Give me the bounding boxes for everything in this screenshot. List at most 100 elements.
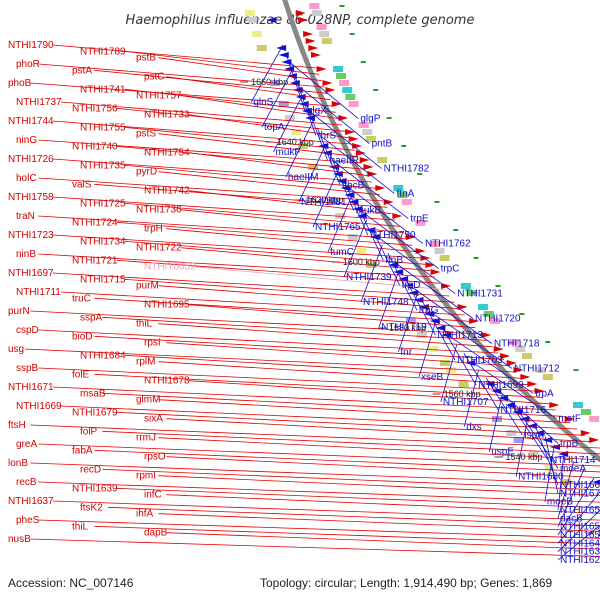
gene-label-left: bioD [72, 331, 93, 342]
gene-label-left: trpH [144, 224, 163, 235]
gene-label-right: mukF [276, 147, 301, 158]
leader-line [116, 259, 440, 284]
gene-label-left: fabA [72, 445, 93, 456]
gene-label-right: dxs [466, 422, 482, 433]
gene-label-right: NTHI1675 [560, 488, 600, 499]
leader-line [557, 509, 600, 552]
leader-line [544, 436, 559, 494]
gene-label-left: glmM [136, 395, 160, 406]
cog-category-box [573, 402, 584, 408]
leader-line [418, 319, 437, 377]
leader-line [52, 158, 373, 183]
leader-line [557, 477, 595, 536]
gene-label-left: nusB [8, 534, 31, 545]
leader-line [158, 361, 529, 386]
gc-marker [545, 341, 551, 343]
leader-line [102, 316, 487, 341]
leader-line [285, 53, 306, 111]
gene-label-left: NTHI1639 [72, 483, 118, 494]
leader-line [52, 120, 352, 145]
forward-gene-arrow [405, 234, 416, 240]
gene-label-right: metF [558, 413, 581, 424]
reverse-gene-arrow [542, 437, 553, 443]
leader-line [158, 437, 600, 461]
reverse-gene-arrow [365, 227, 376, 233]
gene-label-left: greA [16, 439, 37, 450]
leader-line [24, 348, 517, 373]
leader-line [376, 236, 456, 294]
forward-gene-arrow [493, 346, 504, 352]
cog-category-box [477, 304, 488, 310]
leader-line [52, 272, 450, 297]
forward-gene-arrow [311, 52, 322, 58]
cog-category-box [339, 80, 350, 86]
cog-category-box [446, 367, 457, 373]
leader-line [429, 311, 513, 369]
gene-label-left: msaB [80, 388, 106, 399]
forward-gene-arrow [500, 353, 511, 359]
leader-line [124, 354, 523, 379]
gene-label-left: NTHI1741 [80, 84, 126, 95]
gene-label-left: pstC [144, 72, 165, 83]
cog-category-box [439, 255, 450, 261]
gene-label-right: thrS [318, 130, 337, 141]
gene-label-right: NTHI1748 [363, 297, 409, 308]
gene-label-left: NTHI1678 [144, 376, 190, 387]
leader-line [347, 186, 424, 244]
leader-line [371, 228, 400, 286]
leader-line [317, 128, 341, 186]
cog-category-box [589, 416, 600, 422]
leader-line [393, 261, 474, 319]
gene-label-left: NTHI1734 [80, 236, 126, 247]
leader-line [52, 386, 556, 411]
gene-label-right: NTHI1699 [478, 380, 524, 391]
leader-line [180, 247, 431, 272]
forward-gene-arrow [359, 157, 370, 163]
leader-line [124, 88, 336, 113]
gene-label-left: NTHI1733 [144, 110, 190, 121]
cog-category-box [377, 157, 388, 163]
leader-line [463, 352, 499, 411]
scale-label: 1640 kbp [277, 137, 314, 147]
gene-label-right: uspE [491, 447, 514, 458]
gene-label-left: NTHI1744 [8, 116, 54, 127]
leader-line [30, 538, 600, 557]
forward-gene-arrow [527, 381, 538, 387]
gene-label-left: pstA [72, 65, 92, 76]
leader-line [38, 443, 600, 467]
leader-line [94, 297, 471, 322]
gene-label-right: NTHI1680 [518, 472, 564, 483]
gene-label-right: trpA [535, 388, 554, 399]
cog-category-box [291, 129, 302, 135]
gene-label-left: phoB [8, 78, 32, 89]
label-leader-lines [24, 44, 600, 561]
forward-gene-arrow [308, 45, 319, 51]
gene-label-left: NTHI1726 [8, 154, 54, 165]
gene-label-left: infC [144, 490, 162, 501]
gene-label-right: NTHI1750 [370, 230, 416, 241]
gene-label-right: fnr [400, 347, 412, 358]
reverse-gene-arrow [550, 444, 561, 450]
leader-line [166, 342, 511, 367]
leader-line [321, 136, 395, 194]
cog-category-box [393, 185, 404, 191]
gene-label-left: rpsI [144, 338, 161, 349]
leader-line [356, 203, 384, 261]
scale-label: 1600 kbp [343, 257, 380, 267]
cog-category-box [358, 122, 369, 128]
cog-category-box [513, 437, 524, 443]
leader-line [158, 285, 460, 310]
gc-marker [473, 257, 479, 259]
gene-label-right: glgP [360, 114, 380, 125]
gene-label-left: truC [72, 293, 91, 304]
gene-label-left: NTHI1671 [8, 382, 54, 393]
gc-marker [386, 117, 392, 119]
leader-line [116, 145, 366, 170]
reverse-gene-arrow [526, 423, 537, 429]
leader-line [557, 524, 600, 561]
cog-category-box [309, 3, 320, 9]
leader-line [360, 244, 383, 302]
gene-label-left: sspB [16, 363, 39, 374]
gene-label-right: trpG [419, 305, 439, 316]
